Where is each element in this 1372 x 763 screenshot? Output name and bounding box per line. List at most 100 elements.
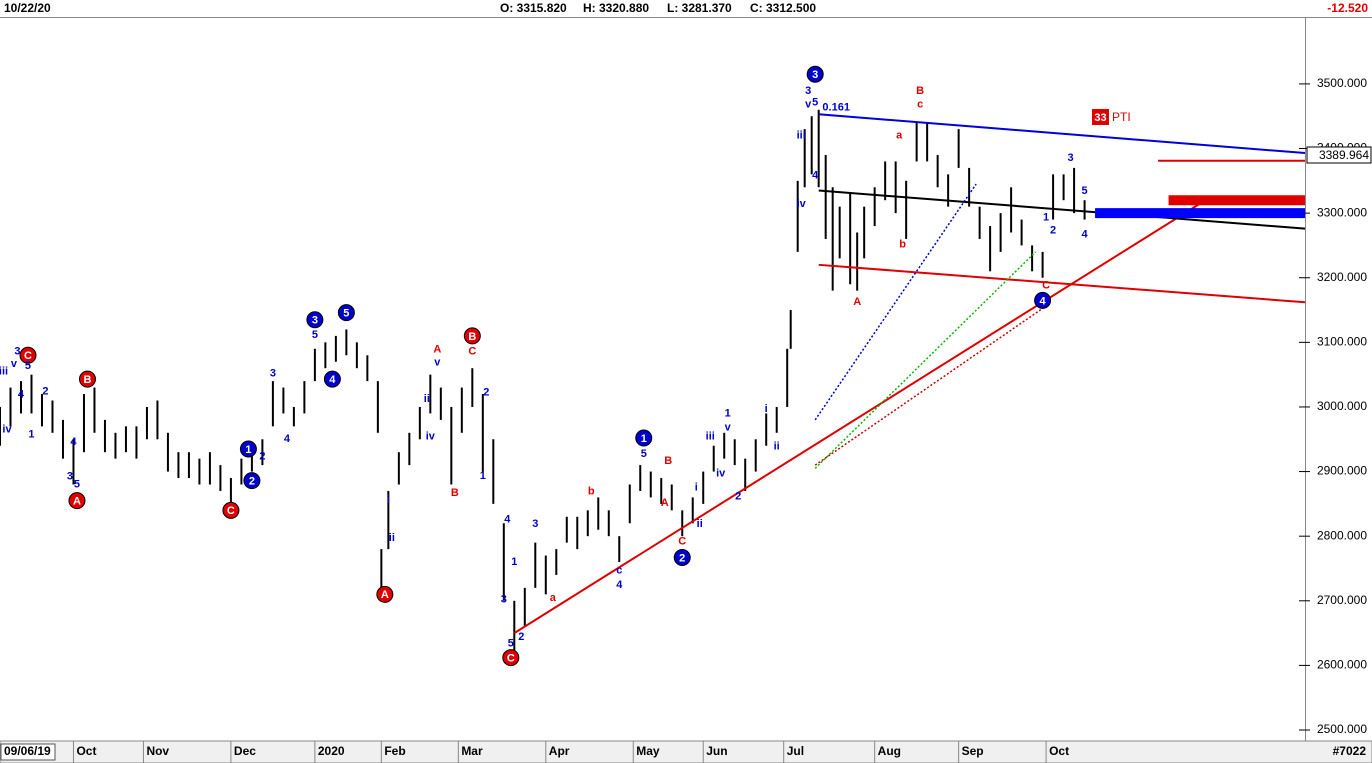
x-tick-label: Aug bbox=[878, 744, 901, 758]
y-tick-label: 3100.000 bbox=[1317, 335, 1367, 349]
wave-label: 4 bbox=[329, 374, 336, 386]
wave-label: 2 bbox=[735, 491, 741, 503]
wave-circle bbox=[1034, 291, 1052, 309]
wave-label: C bbox=[1042, 279, 1050, 291]
wave-label: 5 bbox=[25, 360, 31, 372]
wave-label: C bbox=[678, 535, 686, 547]
wave-label: c bbox=[917, 98, 923, 110]
wave-label: 3 bbox=[14, 345, 20, 357]
wave-label: i bbox=[765, 403, 768, 415]
wave-label: 4 bbox=[284, 433, 291, 445]
wave-label: a bbox=[550, 592, 557, 604]
pti-box bbox=[1092, 109, 1109, 125]
header-high: H: 3320.880 bbox=[583, 1, 649, 15]
wave-label: iv bbox=[716, 467, 726, 479]
header-change: -12.520 bbox=[1327, 1, 1368, 15]
wave-label: 5 bbox=[74, 478, 80, 490]
wave-circle bbox=[376, 585, 394, 603]
chart-id: #7022 bbox=[1333, 744, 1367, 758]
x-tick-label: Mar bbox=[461, 744, 483, 758]
wave-label: ii bbox=[389, 532, 395, 544]
wave-label: iv bbox=[2, 423, 12, 435]
pti-label: PTI bbox=[1112, 110, 1131, 124]
wave-label: ii bbox=[697, 518, 703, 530]
x-tick-label: May bbox=[636, 744, 660, 758]
wave-label: 1 bbox=[480, 470, 486, 482]
wave-circle bbox=[222, 501, 240, 519]
header-open: O: 3315.820 bbox=[500, 1, 567, 15]
wave-label: 4 bbox=[812, 170, 819, 182]
wave-label: A bbox=[73, 496, 81, 508]
wave-label: 1 bbox=[245, 444, 251, 456]
wave-circle bbox=[239, 440, 257, 458]
wave-label: 0.161 bbox=[822, 102, 850, 114]
trend-line bbox=[513, 196, 1212, 634]
y-tick-label: 2500.000 bbox=[1317, 722, 1367, 736]
wave-circle bbox=[19, 346, 37, 364]
wave-label: 3 bbox=[67, 471, 73, 483]
y-tick-label: 2800.000 bbox=[1317, 528, 1367, 542]
wave-label: 2 bbox=[518, 631, 524, 643]
wave-label: v bbox=[805, 98, 812, 110]
trend-line bbox=[818, 189, 1306, 230]
wave-label: v bbox=[434, 356, 441, 368]
wave-circle bbox=[806, 65, 824, 83]
wave-label: 2 bbox=[483, 387, 489, 399]
wave-circle bbox=[323, 370, 341, 388]
x-tick-label: Oct bbox=[1049, 744, 1069, 758]
wave-label: 1 bbox=[1043, 212, 1049, 224]
wave-circle bbox=[306, 311, 324, 329]
wave-label: 4 bbox=[70, 436, 77, 448]
wave-label: B bbox=[451, 487, 459, 499]
x-tick-label: Oct bbox=[76, 744, 96, 758]
wave-label: 3 bbox=[312, 315, 318, 327]
wave-label: 1 bbox=[28, 429, 34, 441]
wave-label: B bbox=[468, 331, 476, 343]
trend-line bbox=[814, 251, 1037, 469]
wave-label: i bbox=[695, 482, 698, 494]
y-tick-label: 2900.000 bbox=[1317, 464, 1367, 478]
x-axis-bar bbox=[0, 740, 1372, 763]
y-tick-label: 3500.000 bbox=[1317, 76, 1367, 90]
wave-label: 1 bbox=[725, 407, 731, 419]
wave-label: A bbox=[661, 497, 669, 509]
wave-label: 4 bbox=[1082, 228, 1089, 240]
wave-label: 4 bbox=[504, 513, 511, 525]
wave-label: A bbox=[381, 589, 389, 601]
wave-circle bbox=[337, 304, 355, 322]
wave-label: 2 bbox=[679, 552, 685, 564]
wave-label: c bbox=[616, 564, 622, 576]
wave-label: C bbox=[468, 345, 476, 357]
wave-label: ii bbox=[774, 440, 780, 452]
wave-label: iii bbox=[0, 365, 8, 377]
wave-label: C bbox=[227, 505, 235, 517]
wave-label: 4 bbox=[18, 389, 25, 401]
y-tick-label: 2700.000 bbox=[1317, 593, 1367, 607]
header-date: 10/22/20 bbox=[4, 1, 51, 15]
wave-label: iv bbox=[797, 198, 807, 210]
header-close: C: 3312.500 bbox=[750, 1, 816, 15]
wave-label: 5 bbox=[312, 329, 318, 341]
header-low: L: 3281.370 bbox=[667, 1, 732, 15]
wave-circle bbox=[78, 370, 96, 388]
wave-label: b bbox=[588, 486, 595, 498]
wave-label: v bbox=[11, 358, 18, 370]
wave-circle bbox=[68, 492, 86, 510]
wave-label: 3 bbox=[532, 518, 538, 530]
x-tick-label: Sep bbox=[962, 744, 984, 758]
wave-label: 3 bbox=[501, 593, 507, 605]
wave-label: 5 bbox=[1082, 185, 1088, 197]
y-tick-label: 2600.000 bbox=[1317, 658, 1367, 672]
wave-label: 5 bbox=[508, 637, 514, 649]
trend-line bbox=[814, 183, 977, 421]
x-tick-label: Jul bbox=[787, 744, 804, 758]
y-tick-label: 3300.000 bbox=[1317, 205, 1367, 219]
x-tick-label: Feb bbox=[384, 744, 405, 758]
wave-label: iii bbox=[706, 431, 715, 443]
last-price: 3389.964 bbox=[1319, 148, 1369, 162]
wave-label: 2 bbox=[1050, 224, 1056, 236]
trend-line bbox=[814, 302, 1051, 466]
x-tick-label: Apr bbox=[549, 744, 570, 758]
wave-label: 4 bbox=[616, 579, 623, 591]
